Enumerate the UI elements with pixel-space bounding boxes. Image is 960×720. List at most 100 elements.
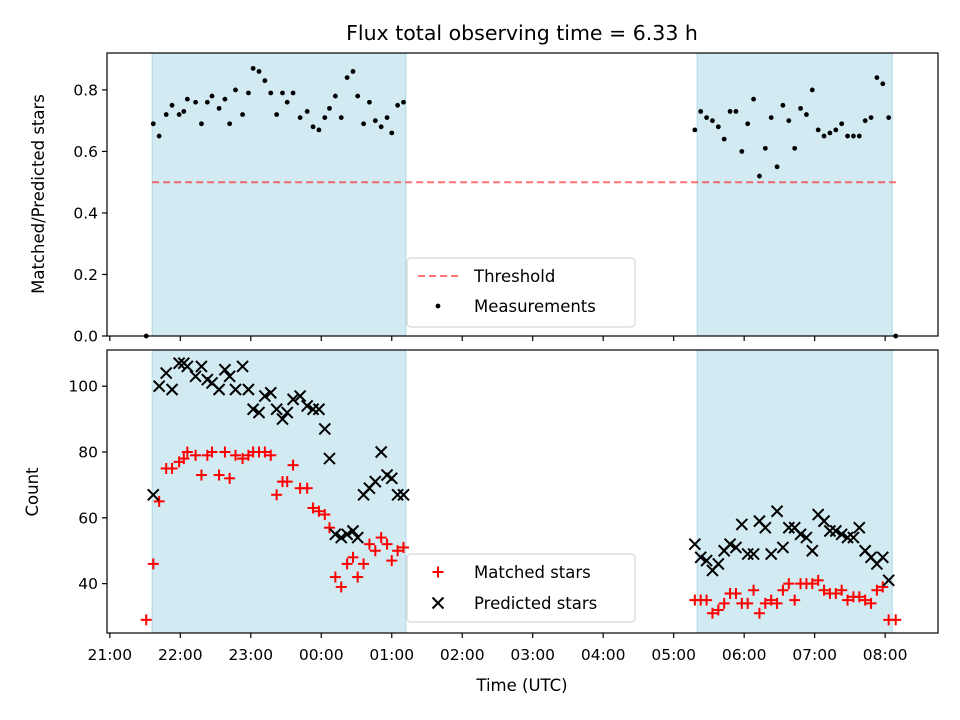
matched-star-point	[166, 462, 178, 474]
measurement-point	[721, 136, 727, 142]
legend-threshold-label: Threshold	[473, 267, 555, 286]
matched-star-point	[771, 597, 783, 609]
matched-star-points	[140, 446, 902, 626]
predicted-star-point	[369, 475, 382, 488]
predicted-star-point	[252, 406, 266, 419]
predicted-star-point	[782, 521, 796, 534]
matched-star-point	[375, 532, 387, 544]
matched-star-point	[706, 607, 718, 619]
cross-b	[369, 475, 382, 488]
measurement-point	[751, 96, 756, 102]
predicted-star-point	[335, 531, 348, 544]
measurement-point	[250, 65, 256, 71]
cross-b	[729, 541, 743, 554]
measurement-point	[692, 127, 698, 133]
cross-b	[385, 472, 398, 485]
measurement-point	[361, 121, 366, 127]
cross-b	[876, 551, 889, 564]
matched-star-point	[783, 578, 795, 590]
measurement-point	[815, 127, 821, 133]
x-tick-label: 05:00	[651, 646, 696, 664]
measurement-point	[310, 124, 316, 130]
predicted-star-point	[181, 360, 194, 373]
cross-b	[700, 554, 713, 567]
cross-b	[246, 403, 260, 416]
predicted-star-point	[800, 531, 813, 544]
matched-star-point	[748, 584, 760, 596]
cross-b	[723, 537, 737, 551]
measurement-point	[780, 102, 786, 108]
top-legend-box	[406, 257, 636, 328]
cross-b	[181, 360, 194, 373]
matched-star-point	[329, 571, 341, 583]
predicted-star-point	[340, 528, 354, 541]
cross-b	[172, 356, 186, 370]
predicted-star-point	[264, 386, 277, 399]
top-x-ticks	[109, 336, 886, 341]
cross-b	[800, 531, 813, 544]
top-shaded-bands	[151, 53, 893, 336]
predicted-star-point	[147, 488, 160, 501]
predicted-star-point	[823, 524, 837, 538]
measurement-point	[856, 133, 862, 139]
cross-b	[853, 521, 866, 534]
cross-b	[147, 488, 160, 501]
measurement-point	[227, 121, 233, 127]
predicted-star-point	[712, 557, 725, 571]
predicted-star-point	[195, 360, 208, 373]
cross-b	[847, 531, 860, 544]
predicted-star-point	[280, 406, 294, 419]
legend-cross-marker	[431, 596, 445, 610]
predicted-star-point	[882, 574, 895, 587]
cross-b	[218, 363, 232, 376]
predicted-star-point	[688, 537, 702, 551]
cross-b	[747, 547, 760, 561]
cross-b	[335, 531, 348, 544]
y-tick-label: 0.4	[73, 204, 98, 222]
measurement-point	[384, 115, 390, 120]
measurement-point	[209, 93, 215, 99]
matched-star-point	[369, 545, 381, 557]
matched-star-point	[307, 502, 319, 514]
predicted-star-point	[776, 541, 790, 554]
measurement-point	[262, 78, 268, 84]
y-tick-label: 100	[68, 378, 98, 396]
cross-b	[280, 406, 294, 419]
x-tick-label: 02:00	[440, 646, 485, 664]
x-tick-label: 21:00	[87, 646, 132, 664]
measurement-point	[768, 115, 774, 120]
matched-star-point	[890, 614, 902, 626]
x-tick-label: 03:00	[510, 646, 555, 664]
x-axis-label: Time (UTC)	[475, 676, 567, 695]
matched-star-point	[742, 597, 754, 609]
measurement-point	[199, 121, 204, 127]
measurement-point	[181, 109, 187, 114]
shaded-band-0	[152, 350, 406, 633]
cross-b	[764, 547, 778, 561]
measurement-point	[378, 124, 384, 130]
measurement-point	[367, 99, 372, 105]
matched-star-point	[381, 538, 393, 550]
legend-predicted-label: Predicted stars	[474, 594, 597, 613]
measurement-point	[389, 130, 395, 136]
predicted-star-point	[853, 521, 866, 534]
measurement-point	[839, 121, 845, 127]
matched-star-point	[806, 578, 818, 590]
measurement-point	[862, 118, 868, 124]
top-y-axis-label: Matched/Predicted stars	[29, 94, 48, 294]
cross-b	[770, 505, 784, 518]
x-tick-label: 01:00	[369, 646, 414, 664]
legend-matched-label: Matched stars	[474, 563, 591, 582]
predicted-star-point	[258, 389, 272, 403]
cross-b	[776, 541, 790, 554]
measurement-point	[710, 118, 715, 124]
cross-b	[858, 544, 872, 557]
matched-star-point	[347, 551, 359, 563]
bottom-panel: 40 60 80 100 21:00 22:00 23:00 00:00 01:00 02:00…	[23, 349, 939, 695]
matched-star-point	[830, 588, 842, 600]
measurement-point	[757, 173, 762, 179]
measurement-point	[176, 112, 182, 117]
cross-b	[229, 383, 242, 396]
matched-star-point	[230, 449, 242, 461]
predicted-star-point	[323, 452, 336, 465]
